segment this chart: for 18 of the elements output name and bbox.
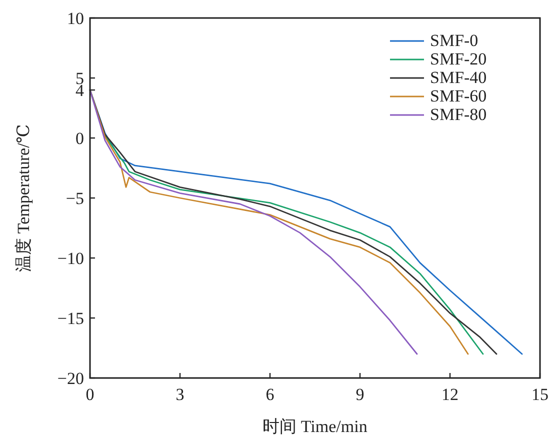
legend-label: SMF-40 (430, 68, 487, 87)
x-axis-title: 时间 Time/min (262, 417, 368, 436)
y-tick-label: 10 (67, 9, 84, 28)
y-tick-label: −20 (57, 369, 84, 388)
legend-label: SMF-60 (430, 86, 487, 106)
x-tick-label: 12 (442, 385, 458, 404)
y-axis-title: 温度 Temperature/℃ (14, 124, 33, 272)
legend-label: SMF-80 (430, 105, 487, 124)
y-tick-label: −5 (66, 189, 84, 208)
x-tick-label: 3 (176, 385, 184, 404)
y-tick-label: 0 (76, 129, 84, 148)
y-tick-label: −15 (57, 309, 84, 328)
legend-label: SMF-0 (430, 31, 478, 50)
x-tick-label: 15 (532, 385, 548, 404)
legend-label: SMF-20 (430, 50, 487, 68)
x-tick-label: 9 (356, 385, 364, 404)
y-tick-label: −10 (57, 249, 84, 268)
x-tick-label: 6 (266, 385, 274, 404)
